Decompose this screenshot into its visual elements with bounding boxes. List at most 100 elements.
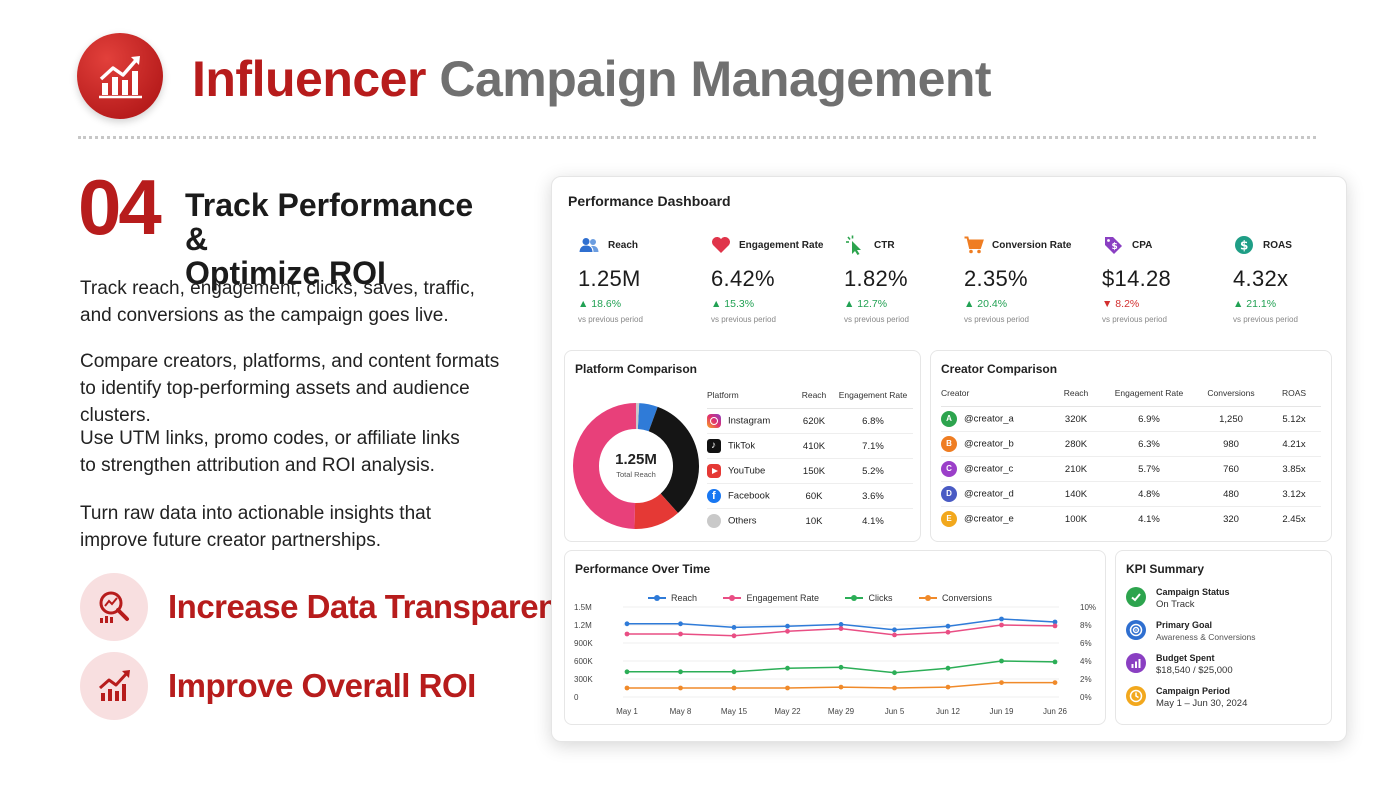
benefit-label: Increase Data Transparency bbox=[168, 588, 594, 625]
data-point-engagement-rate[interactable] bbox=[678, 631, 683, 637]
x-tick-label: Jun 5 bbox=[885, 707, 905, 716]
table-row[interactable]: E @creator_e 100K 4.1% 320 2.45x bbox=[941, 507, 1321, 532]
data-point-reach[interactable] bbox=[785, 623, 790, 629]
donut-slice-instagram[interactable] bbox=[573, 403, 637, 529]
summary-primary-goal: Primary Goal Awareness & Conversions bbox=[1126, 620, 1256, 642]
column-header: Platform bbox=[707, 390, 795, 409]
paragraph-line: Track reach, engagement, clicks, saves, … bbox=[80, 278, 475, 299]
creator-reach: 100K bbox=[1064, 513, 1088, 525]
data-point-conversions[interactable] bbox=[731, 685, 737, 691]
data-point-reach[interactable] bbox=[892, 627, 897, 633]
avatar: B bbox=[941, 436, 957, 452]
data-point-engagement-rate[interactable] bbox=[945, 629, 951, 635]
data-point-clicks[interactable] bbox=[624, 669, 630, 675]
kpi-card-engagement-rate[interactable]: Engagement Rate 6.42% ▲ 15.3% vs previou… bbox=[699, 222, 823, 334]
summary-label: Budget Spent bbox=[1156, 653, 1215, 663]
table-row[interactable]: C @creator_c 210K 5.7% 760 3.85x bbox=[941, 456, 1321, 482]
paragraph-line: to identify top-performing assets and au… bbox=[80, 378, 470, 426]
legend-item[interactable]: Engagement Rate bbox=[723, 593, 819, 603]
table-row[interactable]: A @creator_a 320K 6.9% 1,250 5.12x bbox=[941, 406, 1321, 432]
platform-rate: 3.6% bbox=[833, 483, 913, 509]
column-header: Reach bbox=[795, 390, 833, 409]
table-row[interactable]: D @creator_d 140K 4.8% 480 3.12x bbox=[941, 481, 1321, 507]
data-point-conversions[interactable] bbox=[999, 680, 1004, 685]
data-point-reach[interactable] bbox=[1052, 619, 1058, 625]
data-point-conversions[interactable] bbox=[678, 685, 683, 691]
step-number: 04 bbox=[78, 163, 162, 251]
data-point-engagement-rate[interactable] bbox=[731, 633, 737, 639]
others-icon bbox=[707, 514, 721, 529]
data-point-conversions[interactable] bbox=[945, 684, 951, 690]
step-title: Track Performance & Optimize ROI bbox=[185, 188, 505, 290]
kpi-label: CTR bbox=[874, 239, 895, 251]
data-point-clicks[interactable] bbox=[1052, 659, 1058, 665]
table-row[interactable]: Instagram 620K 6.8% bbox=[707, 408, 913, 434]
data-point-engagement-rate[interactable] bbox=[1052, 623, 1058, 629]
kpi-change: ▲ 20.4% bbox=[964, 298, 1008, 310]
donut-slice-youtube[interactable] bbox=[634, 493, 678, 529]
table-row[interactable]: YouTube 150K 5.2% bbox=[707, 458, 913, 484]
column-header: ROAS bbox=[1267, 388, 1321, 407]
benefit-label: Improve Overall ROI bbox=[168, 667, 476, 704]
data-point-clicks[interactable] bbox=[785, 665, 790, 671]
legend-item[interactable]: Clicks bbox=[845, 593, 892, 603]
data-point-clicks[interactable] bbox=[731, 669, 737, 675]
data-point-reach[interactable] bbox=[678, 621, 683, 627]
table-header-row: Platform Reach Engagement Rate bbox=[707, 390, 913, 409]
data-point-reach[interactable] bbox=[838, 622, 844, 627]
kpi-card-roas[interactable]: $ ROAS 4.32x ▲ 21.1% vs previous period bbox=[1221, 222, 1333, 334]
paragraph-line: Compare creators, platforms, and content… bbox=[80, 351, 500, 372]
legend-item[interactable]: Reach bbox=[648, 593, 697, 603]
kpi-label: ROAS bbox=[1263, 239, 1292, 251]
creator-handle: @creator_c bbox=[964, 463, 1014, 475]
paragraph: Track reach, engagement, clicks, saves, … bbox=[80, 275, 530, 329]
creator-rate: 5.7% bbox=[1103, 456, 1195, 482]
kpi-subtext: vs previous period bbox=[1233, 315, 1298, 324]
kpi-change: ▲ 12.7% bbox=[844, 298, 888, 310]
data-point-engagement-rate[interactable] bbox=[785, 628, 790, 634]
kpi-change: ▲ 15.3% bbox=[711, 298, 755, 310]
dashboard-title: Performance Dashboard bbox=[568, 193, 731, 209]
data-point-engagement-rate[interactable] bbox=[838, 626, 844, 631]
data-point-conversions[interactable] bbox=[1052, 680, 1058, 685]
summary-value: May 1 – Jun 30, 2024 bbox=[1156, 698, 1248, 709]
data-point-clicks[interactable] bbox=[945, 665, 951, 671]
data-point-reach[interactable] bbox=[731, 625, 737, 630]
table-row[interactable]: f Facebook 60K 3.6% bbox=[707, 483, 913, 509]
donut-slice-tiktok[interactable] bbox=[648, 406, 699, 513]
data-point-clicks[interactable] bbox=[892, 670, 897, 676]
table-header-row: Creator Reach Engagement Rate Conversion… bbox=[941, 388, 1321, 407]
platform-reach: 150K bbox=[795, 458, 833, 484]
table-row[interactable]: Others 10K 4.1% bbox=[707, 509, 913, 534]
data-point-engagement-rate[interactable] bbox=[624, 631, 630, 637]
instagram-icon bbox=[707, 414, 721, 428]
data-point-conversions[interactable] bbox=[624, 685, 630, 691]
data-point-clicks[interactable] bbox=[838, 664, 844, 670]
kpi-subtext: vs previous period bbox=[964, 315, 1029, 324]
kpi-card-conversion-rate[interactable]: Conversion Rate 2.35% ▲ 20.4% vs previou… bbox=[952, 222, 1082, 334]
kpi-card-cpa[interactable]: $ CPA $14.28 ▼ 8.2% vs previous period bbox=[1090, 222, 1212, 334]
panel-title: Creator Comparison bbox=[941, 362, 1058, 376]
data-point-conversions[interactable] bbox=[838, 684, 844, 690]
data-point-reach[interactable] bbox=[624, 621, 630, 627]
kpi-value: 2.35% bbox=[964, 266, 1028, 291]
kpi-value: 6.42% bbox=[711, 266, 775, 291]
data-point-clicks[interactable] bbox=[678, 669, 683, 675]
legend-item[interactable]: Conversions bbox=[918, 593, 992, 603]
donut-slice-facebook[interactable] bbox=[637, 403, 658, 432]
data-point-reach[interactable] bbox=[999, 616, 1004, 622]
kpi-card-reach[interactable]: Reach 1.25M ▲ 18.6% vs previous period bbox=[566, 222, 690, 334]
data-point-conversions[interactable] bbox=[892, 685, 897, 691]
x-tick-label: Jun 26 bbox=[1043, 707, 1068, 716]
platform-name: Others bbox=[728, 515, 757, 527]
data-point-clicks[interactable] bbox=[999, 658, 1004, 664]
platform-rate: 5.2% bbox=[833, 458, 913, 484]
data-point-reach[interactable] bbox=[945, 623, 951, 629]
kpi-card-ctr[interactable]: CTR 1.82% ▲ 12.7% vs previous period bbox=[832, 222, 944, 334]
platform-name: Facebook bbox=[728, 490, 770, 502]
data-point-engagement-rate[interactable] bbox=[999, 622, 1004, 628]
data-point-engagement-rate[interactable] bbox=[892, 632, 897, 638]
data-point-conversions[interactable] bbox=[785, 685, 790, 691]
table-row[interactable]: B @creator_b 280K 6.3% 980 4.21x bbox=[941, 431, 1321, 457]
table-row[interactable]: ♪ TikTok 410K 7.1% bbox=[707, 433, 913, 459]
